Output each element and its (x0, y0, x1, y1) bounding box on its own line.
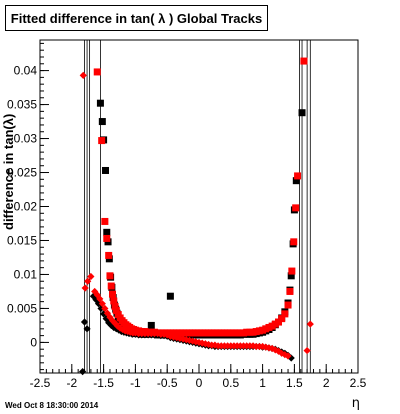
data-point-diamond (100, 310, 108, 318)
y-tick-label: 0.02 (14, 200, 38, 214)
data-point-square (111, 302, 119, 310)
data-point-diamond (195, 338, 203, 347)
data-point-square (105, 251, 113, 259)
x-axis-label: η (351, 396, 360, 411)
data-point-square (101, 217, 109, 225)
y-tick-label: 0.015 (7, 233, 37, 247)
data-point-diamond (303, 346, 311, 355)
data-point-diamond (249, 342, 257, 350)
data-point-square (103, 228, 111, 236)
data-point-square (288, 267, 296, 275)
data-point-diamond (84, 277, 92, 285)
data-point-square (96, 99, 104, 107)
data-point-diamond (93, 291, 101, 299)
data-point-square (292, 177, 300, 185)
data-point-square (110, 297, 118, 305)
x-tick-label: -2 (66, 376, 77, 390)
data-point-diamond (87, 272, 95, 281)
data-point-diamond (101, 304, 109, 313)
x-tick-label: 2.5 (350, 376, 367, 390)
data-point-square (300, 57, 308, 65)
data-point-square (278, 315, 286, 323)
data-point-square (98, 137, 106, 145)
y-tick-label: 0.035 (7, 98, 37, 112)
data-point-diamond (268, 344, 276, 353)
error-bars (84, 40, 311, 373)
data-point-square (147, 321, 155, 329)
data-point-square (112, 306, 120, 314)
x-tick-label: 1.5 (286, 376, 303, 390)
x-tick-label: -2.5 (30, 376, 51, 390)
data-point-diamond (102, 315, 110, 323)
x-tick-label: 0 (196, 376, 203, 390)
x-tick-label: 2 (323, 376, 330, 390)
data-point-diamond (98, 300, 106, 308)
data-point-diamond (108, 317, 117, 325)
data-point-diamond (116, 324, 124, 332)
data-point-diamond (166, 332, 174, 340)
data-point-square (284, 301, 292, 309)
data-point-square (287, 272, 295, 280)
x-tick-label: 1 (259, 376, 266, 390)
data-point-diamond (173, 334, 181, 342)
chart-title: Fitted difference in tan( λ ) Global Tra… (5, 5, 268, 31)
data-point-square (109, 290, 117, 298)
x-tick-label: -1 (130, 376, 141, 390)
data-point-diamond (185, 336, 194, 344)
y-tick-label: 0 (30, 335, 37, 349)
y-axis-label: difference in tan(λ) (1, 113, 16, 230)
y-tick-label: 0.005 (7, 301, 37, 315)
data-point-square (298, 109, 306, 117)
data-point-diamond (262, 343, 270, 351)
data-point-diamond (80, 318, 89, 326)
data-point-diamond (111, 319, 119, 327)
data-point-diamond (79, 368, 87, 376)
data-point-diamond (179, 335, 187, 343)
data-point-square (294, 172, 302, 180)
data-point-diamond (306, 320, 314, 328)
data-point-square (292, 204, 300, 212)
y-tick-label: 0.03 (14, 132, 38, 146)
data-point-square (107, 282, 115, 290)
data-point-square (290, 238, 298, 246)
data-point-square (281, 310, 289, 318)
y-tick-label: 0.04 (14, 64, 38, 78)
data-point-diamond (284, 352, 292, 360)
data-point-diamond (131, 329, 139, 337)
y-tick-label: 0.01 (14, 267, 38, 281)
data-point-diamond (96, 295, 104, 303)
data-point-diamond (201, 340, 209, 348)
data-point-square (103, 234, 111, 242)
x-tick-label: 0.5 (222, 376, 239, 390)
data-point-diamond (83, 325, 91, 333)
data-point-square (98, 118, 106, 126)
data-point-square (166, 292, 174, 300)
data-point-diamond (189, 337, 197, 345)
data-point-diamond (79, 71, 87, 79)
x-tick-label: -0.5 (157, 376, 178, 390)
y-tick-label: 0.025 (7, 166, 37, 180)
data-point-diamond (281, 351, 289, 359)
data-point-square (106, 272, 114, 280)
data-points (79, 57, 314, 376)
x-tick-label: -1.5 (93, 376, 114, 390)
timestamp-footer: Wed Oct 8 18:30:00 2014 (5, 401, 99, 410)
data-point-diamond (81, 284, 89, 292)
axes: -2.5 -2 -1.5 -1 -0.5 0 0.5 1 1.5 2 2.5 0 0.005 0.01 0.… (7, 42, 367, 390)
data-point-diamond (287, 354, 295, 362)
data-point-square (93, 68, 101, 76)
data-point-square (102, 166, 110, 174)
data-point-square (286, 287, 294, 295)
data-point-diamond (106, 313, 114, 321)
